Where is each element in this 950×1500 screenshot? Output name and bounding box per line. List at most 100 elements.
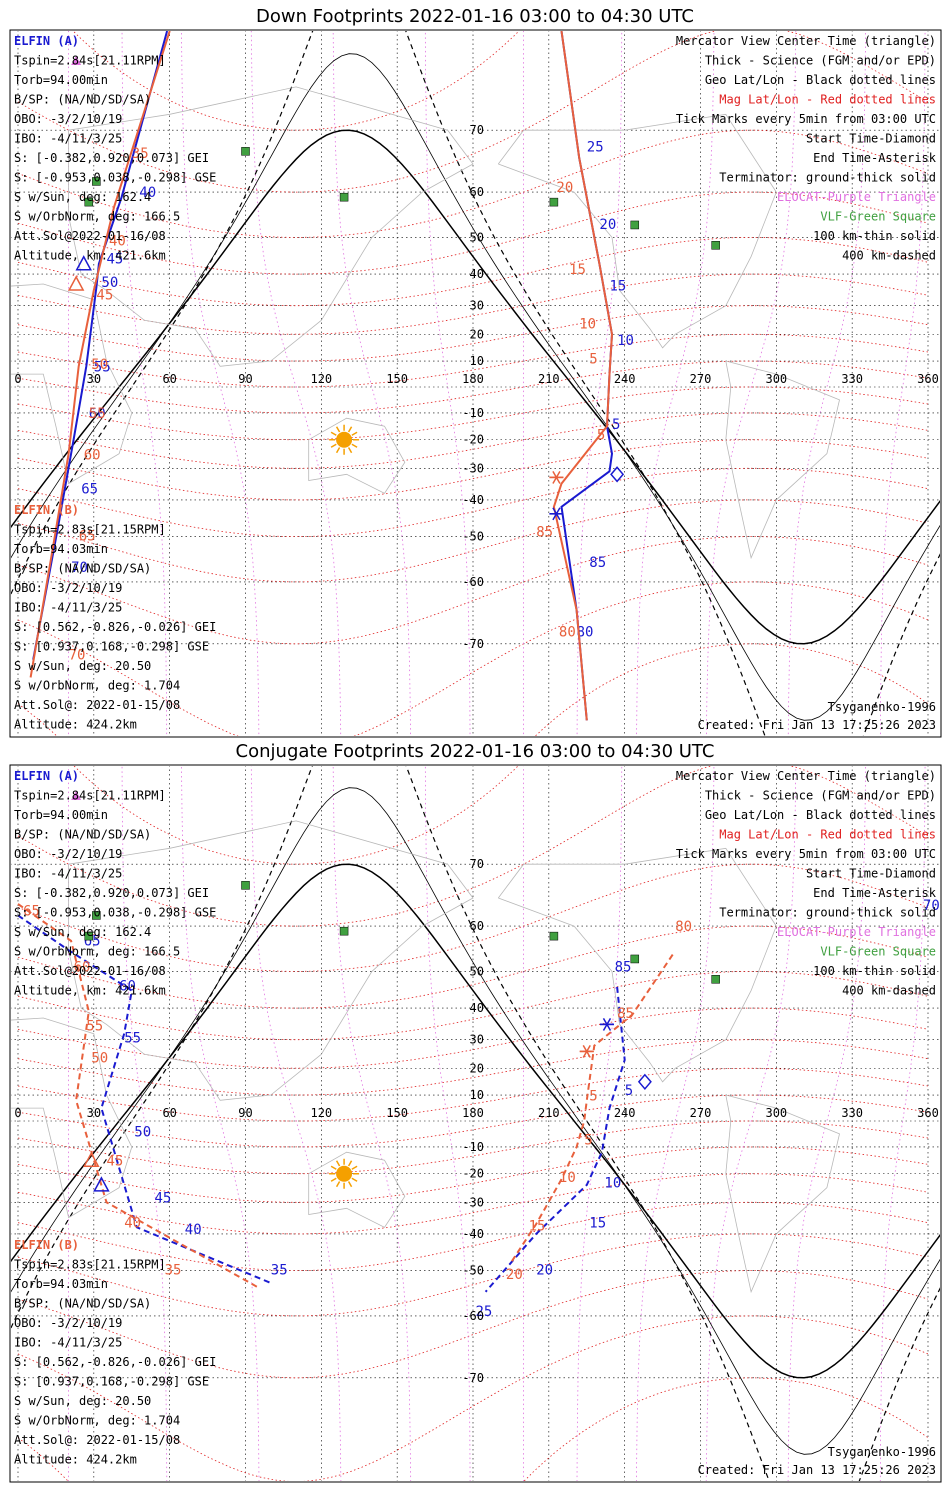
info-line: Torb=94.03min: [14, 1277, 108, 1291]
track-tick-label: 5: [625, 1083, 633, 1099]
mag-meridian: [705, 31, 797, 736]
x-tick-label: 330: [841, 1106, 863, 1120]
sun-ray: [347, 426, 353, 433]
info-line: IBO: -4/11/3/25: [14, 601, 122, 615]
legend-entry: ELOCAT-Purple Triangle: [777, 190, 936, 204]
track-tick-label: 60: [74, 959, 91, 975]
coastlines: [11, 86, 840, 560]
mag-parallel: [17, 1146, 929, 1203]
legend-entry: 100 km-thin solid: [813, 964, 936, 978]
y-tick-label: -40: [462, 1227, 484, 1241]
center-time-marker: [67, 275, 85, 291]
x-tick-label: 360: [917, 1106, 939, 1120]
track-tick-label: 40: [139, 185, 156, 201]
info-line: Altitude: 424.2km: [14, 1453, 137, 1467]
sun-icon: [336, 1165, 353, 1182]
model-label: Tsyganenko-1996: [828, 700, 936, 714]
y-tick-label: -70: [462, 1371, 484, 1385]
y-tick-label: -10: [462, 406, 484, 420]
mag-parallel: [17, 237, 929, 307]
mag-meridian: [705, 766, 797, 1481]
x-tick-label: 300: [765, 372, 787, 386]
track-tick-label: 15: [529, 1219, 546, 1235]
vlf-station-marker: [241, 147, 250, 156]
track-tick-label: 70: [923, 898, 940, 914]
vlf-station-marker: [711, 241, 720, 250]
info-line: B/SP: (NA/ND/SD/SA): [14, 562, 151, 576]
x-tick-label: 0: [14, 372, 21, 386]
mag-parallel: [17, 333, 929, 388]
sun-ray: [330, 1165, 337, 1170]
track-tick-label: 10: [604, 1176, 621, 1192]
track-tick-label: 45: [107, 1154, 124, 1170]
created-label: Created: Fri Jan 13 17:25:26 2023: [698, 718, 936, 732]
track-tick-label: 65: [81, 481, 98, 497]
track-tick-label: 20: [556, 180, 573, 196]
track-tick-label: 55: [89, 406, 106, 422]
mag-parallel: [17, 1067, 929, 1122]
sun-ray: [351, 443, 358, 448]
track-tick-label: 35: [175, 19, 192, 35]
geo-grid: [11, 766, 940, 1481]
legend-entry: Tick Marks every 5min from 03:00 UTC: [676, 847, 936, 861]
legend: Mercator View Center Time (triangle) Thic…: [676, 769, 937, 998]
sun-ray: [335, 1181, 341, 1188]
track-tick-label: 45: [107, 252, 124, 268]
legend-entry: Mercator View Center Time (triangle): [676, 34, 936, 48]
info-line: S w/Sun, deg: 20.50: [14, 1394, 151, 1408]
y-tick-label: 30: [470, 1033, 484, 1047]
legend-entry: Tick Marks every 5min from 03:00 UTC: [676, 112, 936, 126]
info-line: S: [0.562,-0.826,-0.026] GEI: [14, 620, 216, 634]
y-tick-label: -60: [462, 1309, 484, 1323]
track-tick-label: 5: [584, 1132, 592, 1148]
info-line: S w/OrbNorm, deg: 166.5: [14, 210, 180, 224]
elocat-marker: [71, 56, 82, 65]
sun-ray: [351, 1165, 358, 1170]
track-tick-label: 80: [559, 625, 576, 641]
info-line: IBO: -4/11/3/25: [14, 132, 122, 146]
track-tick-label: 5: [612, 417, 620, 433]
y-tick-label: 70: [470, 857, 484, 871]
info-line: Att.Sol@2022-01-16/08: [14, 964, 166, 978]
legend-entry: Mercator View Center Time (triangle): [676, 769, 936, 783]
x-tick-label: 90: [238, 1106, 252, 1120]
track-tick-label: 10: [579, 317, 596, 333]
mag-meridian: [576, 31, 623, 736]
y-tick-label: -10: [462, 1140, 484, 1154]
vlf-station-marker: [630, 954, 640, 964]
info-line: OBO: -3/2/10/19: [14, 847, 122, 861]
coastline: [11, 283, 133, 485]
coastline: [11, 1017, 133, 1219]
info-line: B/SP: (NA/ND/SD/SA): [14, 93, 151, 107]
mag-meridian: [424, 31, 471, 736]
x-tick-label: 210: [538, 1106, 560, 1120]
track-tick-label: 10: [559, 1170, 576, 1186]
track-tick-label: 85: [589, 555, 606, 571]
info-line: Altitude, km: 421.6km: [14, 249, 166, 263]
start-time-marker: [610, 466, 625, 483]
track-tick-label: 40: [185, 1222, 202, 1238]
panel-conjugate-footprints: Conjugate Footprints 2022-01-16 03:00 to…: [9, 741, 942, 1483]
legend-entry: Thick - Science (FGM and/or EPD): [705, 789, 936, 803]
mag-meridian: [879, 766, 926, 1481]
y-tick-label: -30: [462, 1195, 484, 1209]
x-tick-label: 120: [310, 1106, 332, 1120]
mag-parallel: [17, 499, 929, 583]
mag-parallel: [17, 1233, 929, 1317]
markers: [71, 791, 720, 1192]
y-tick-labels: 70 60 50 40 30 20 10 -10 -20 -30 -40 -50 -60 -70: [462, 857, 484, 1385]
track-tick-label: 85: [536, 525, 553, 541]
legend-entry: ELOCAT-Purple Triangle: [777, 925, 936, 939]
created-label: Created: Fri Jan 13 17:25:26 2023: [698, 1463, 936, 1477]
elfin-b-info: ELFIN (B) Tspin=2.83s[21.15RPM] Torb=94.03…: [14, 1238, 216, 1467]
info-line: S: [-0.953,0.038,-0.298] GSE: [14, 906, 216, 920]
track-tick-label: 50: [91, 1051, 108, 1067]
x-tick-label: 30: [87, 1106, 101, 1120]
x-tick-label: 240: [614, 1106, 636, 1120]
track-tick-label: 60: [89, 406, 106, 422]
y-tick-label: 30: [470, 299, 484, 313]
center-time-marker: [83, 1151, 100, 1167]
legend-entry: Thick - Science (FGM and/or EPD): [705, 54, 936, 68]
legend-entry: End Time-Asterisk: [813, 886, 937, 900]
